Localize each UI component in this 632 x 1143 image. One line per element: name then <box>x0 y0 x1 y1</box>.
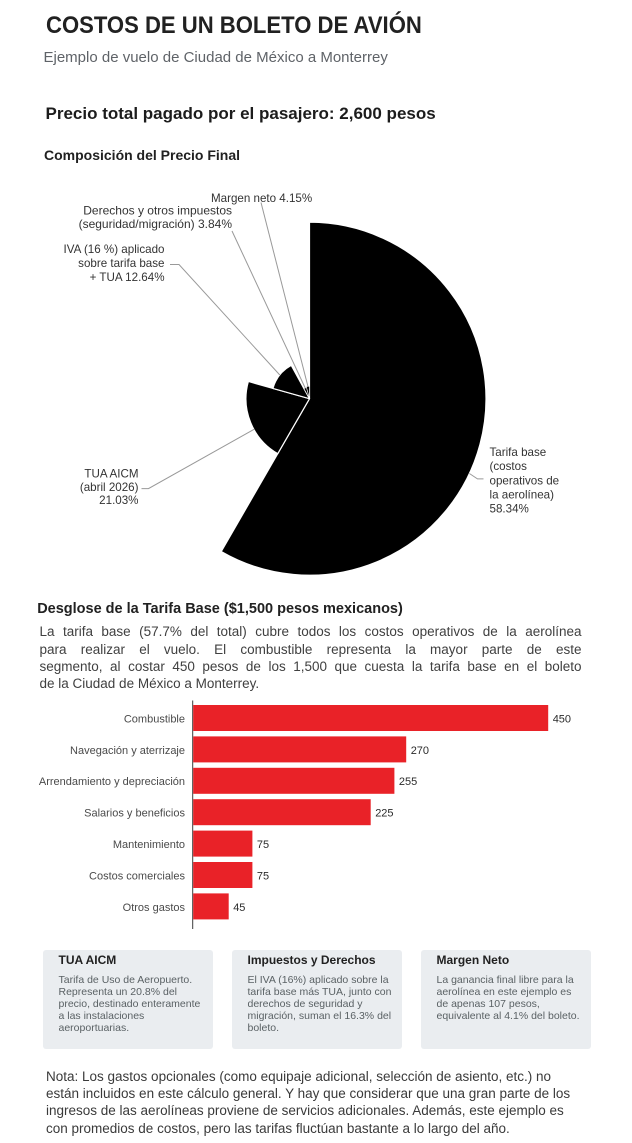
svg-text:Costos comerciales: Costos comerciales <box>89 870 185 882</box>
svg-text:45: 45 <box>233 902 245 914</box>
svg-text:(abril 2026): (abril 2026) <box>80 481 139 494</box>
svg-text:Tarifa base: Tarifa base <box>490 446 547 459</box>
svg-text:(costos: (costos <box>490 460 528 473</box>
svg-text:Combustible: Combustible <box>124 713 185 725</box>
svg-text:IVA (16 %) aplicado: IVA (16 %) aplicado <box>64 243 165 256</box>
svg-text:operativos de: operativos de <box>490 474 560 487</box>
svg-text:270: 270 <box>411 745 429 757</box>
svg-text:Navegación y aterrizaje: Navegación y aterrizaje <box>70 745 185 757</box>
svg-text:225: 225 <box>375 808 393 820</box>
svg-text:Arrendamiento y depreciación: Arrendamiento y depreciación <box>39 776 185 788</box>
svg-text:+ TUA 12.64%: + TUA 12.64% <box>90 271 165 284</box>
svg-text:255: 255 <box>399 776 417 788</box>
svg-text:450: 450 <box>553 713 571 725</box>
svg-text:Salarios y beneficios: Salarios y beneficios <box>84 808 185 820</box>
svg-text:58.34%: 58.34% <box>490 503 529 516</box>
svg-text:TUA AICM: TUA AICM <box>84 467 138 480</box>
svg-text:Otros gastos: Otros gastos <box>123 902 186 914</box>
svg-text:21.03%: 21.03% <box>99 494 138 507</box>
svg-text:la aerolínea): la aerolínea) <box>490 489 555 502</box>
svg-text:Margen neto 4.15%: Margen neto 4.15% <box>211 192 312 205</box>
svg-text:75: 75 <box>257 839 269 851</box>
svg-text:Mantenimiento: Mantenimiento <box>113 839 185 851</box>
svg-text:Derechos y otros impuestos: Derechos y otros impuestos <box>83 204 232 218</box>
svg-text:75: 75 <box>257 870 269 882</box>
svg-text:(seguridad/migración) 3.84%: (seguridad/migración) 3.84% <box>79 217 233 231</box>
svg-text:sobre tarifa base: sobre tarifa base <box>78 257 164 270</box>
